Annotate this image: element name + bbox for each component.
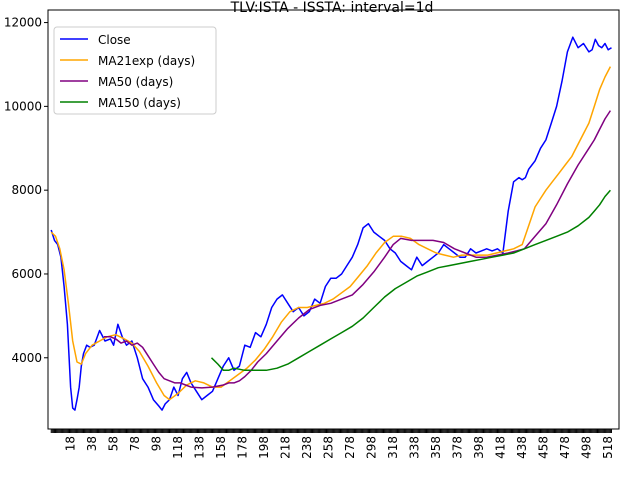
x-tick-label: 418: [494, 436, 508, 459]
x-tick-label: 438: [515, 436, 529, 459]
y-tick-label: 8000: [11, 183, 42, 197]
x-axis: 18 38 58 78 98 118 138 158 178 198 218 238 258 278 298…: [50, 429, 615, 459]
x-tick-label: 238: [300, 436, 314, 459]
series-line-ma21exp-days: [50, 66, 612, 401]
x-tick-label: 298: [365, 436, 379, 459]
x-tick-label: 178: [236, 436, 250, 459]
series-layer: [50, 36, 612, 411]
x-tick-label: 378: [451, 436, 465, 459]
x-tick-label: 498: [580, 436, 594, 459]
chart-title: TLV:ISTA - ISSTA: interval=1d: [230, 0, 434, 16]
x-tick-label: 198: [257, 436, 271, 459]
legend-label-ma21exp: MA21exp (days): [98, 54, 195, 68]
legend-box: [53, 26, 217, 115]
x-tick-label: 458: [537, 436, 551, 459]
x-tick-label: 318: [386, 436, 400, 459]
x-tick-label: 38: [85, 436, 99, 451]
x-tick-label: 338: [408, 436, 422, 459]
legend-label-ma50: MA50 (days): [98, 75, 173, 89]
x-tick-label: 118: [171, 436, 185, 459]
legend-label-ma150: MA150 (days): [98, 96, 181, 110]
plot-frame: [47, 9, 620, 430]
x-tick-label: 218: [279, 436, 293, 459]
x-tick-label: 518: [601, 436, 615, 459]
x-tick-label: 398: [472, 436, 486, 459]
x-tick-label: 78: [128, 436, 142, 451]
series-line-ma150-days: [210, 189, 611, 372]
y-tick-label: 12000: [4, 16, 42, 30]
series-line-close: [50, 36, 612, 411]
x-tick-label: 98: [150, 436, 164, 451]
x-tick-label: 138: [193, 436, 207, 459]
y-axis: 4000 6000 8000 10000 12000: [4, 16, 48, 365]
x-tick-label: 478: [558, 436, 572, 459]
x-tick-label: 358: [429, 436, 443, 459]
y-tick-label: 4000: [11, 351, 42, 365]
x-tick-label: 258: [322, 436, 336, 459]
legend-label-close: Close: [98, 33, 131, 47]
x-tick-label: 158: [214, 436, 228, 459]
y-tick-label: 6000: [11, 267, 42, 281]
y-tick-label: 10000: [4, 99, 42, 113]
legend: Close MA21exp (days) MA50 (days) MA150 (…: [53, 26, 217, 115]
x-tick-label: 278: [343, 436, 357, 459]
x-tick-label: 18: [64, 436, 78, 451]
x-tick-label: 58: [107, 436, 121, 451]
